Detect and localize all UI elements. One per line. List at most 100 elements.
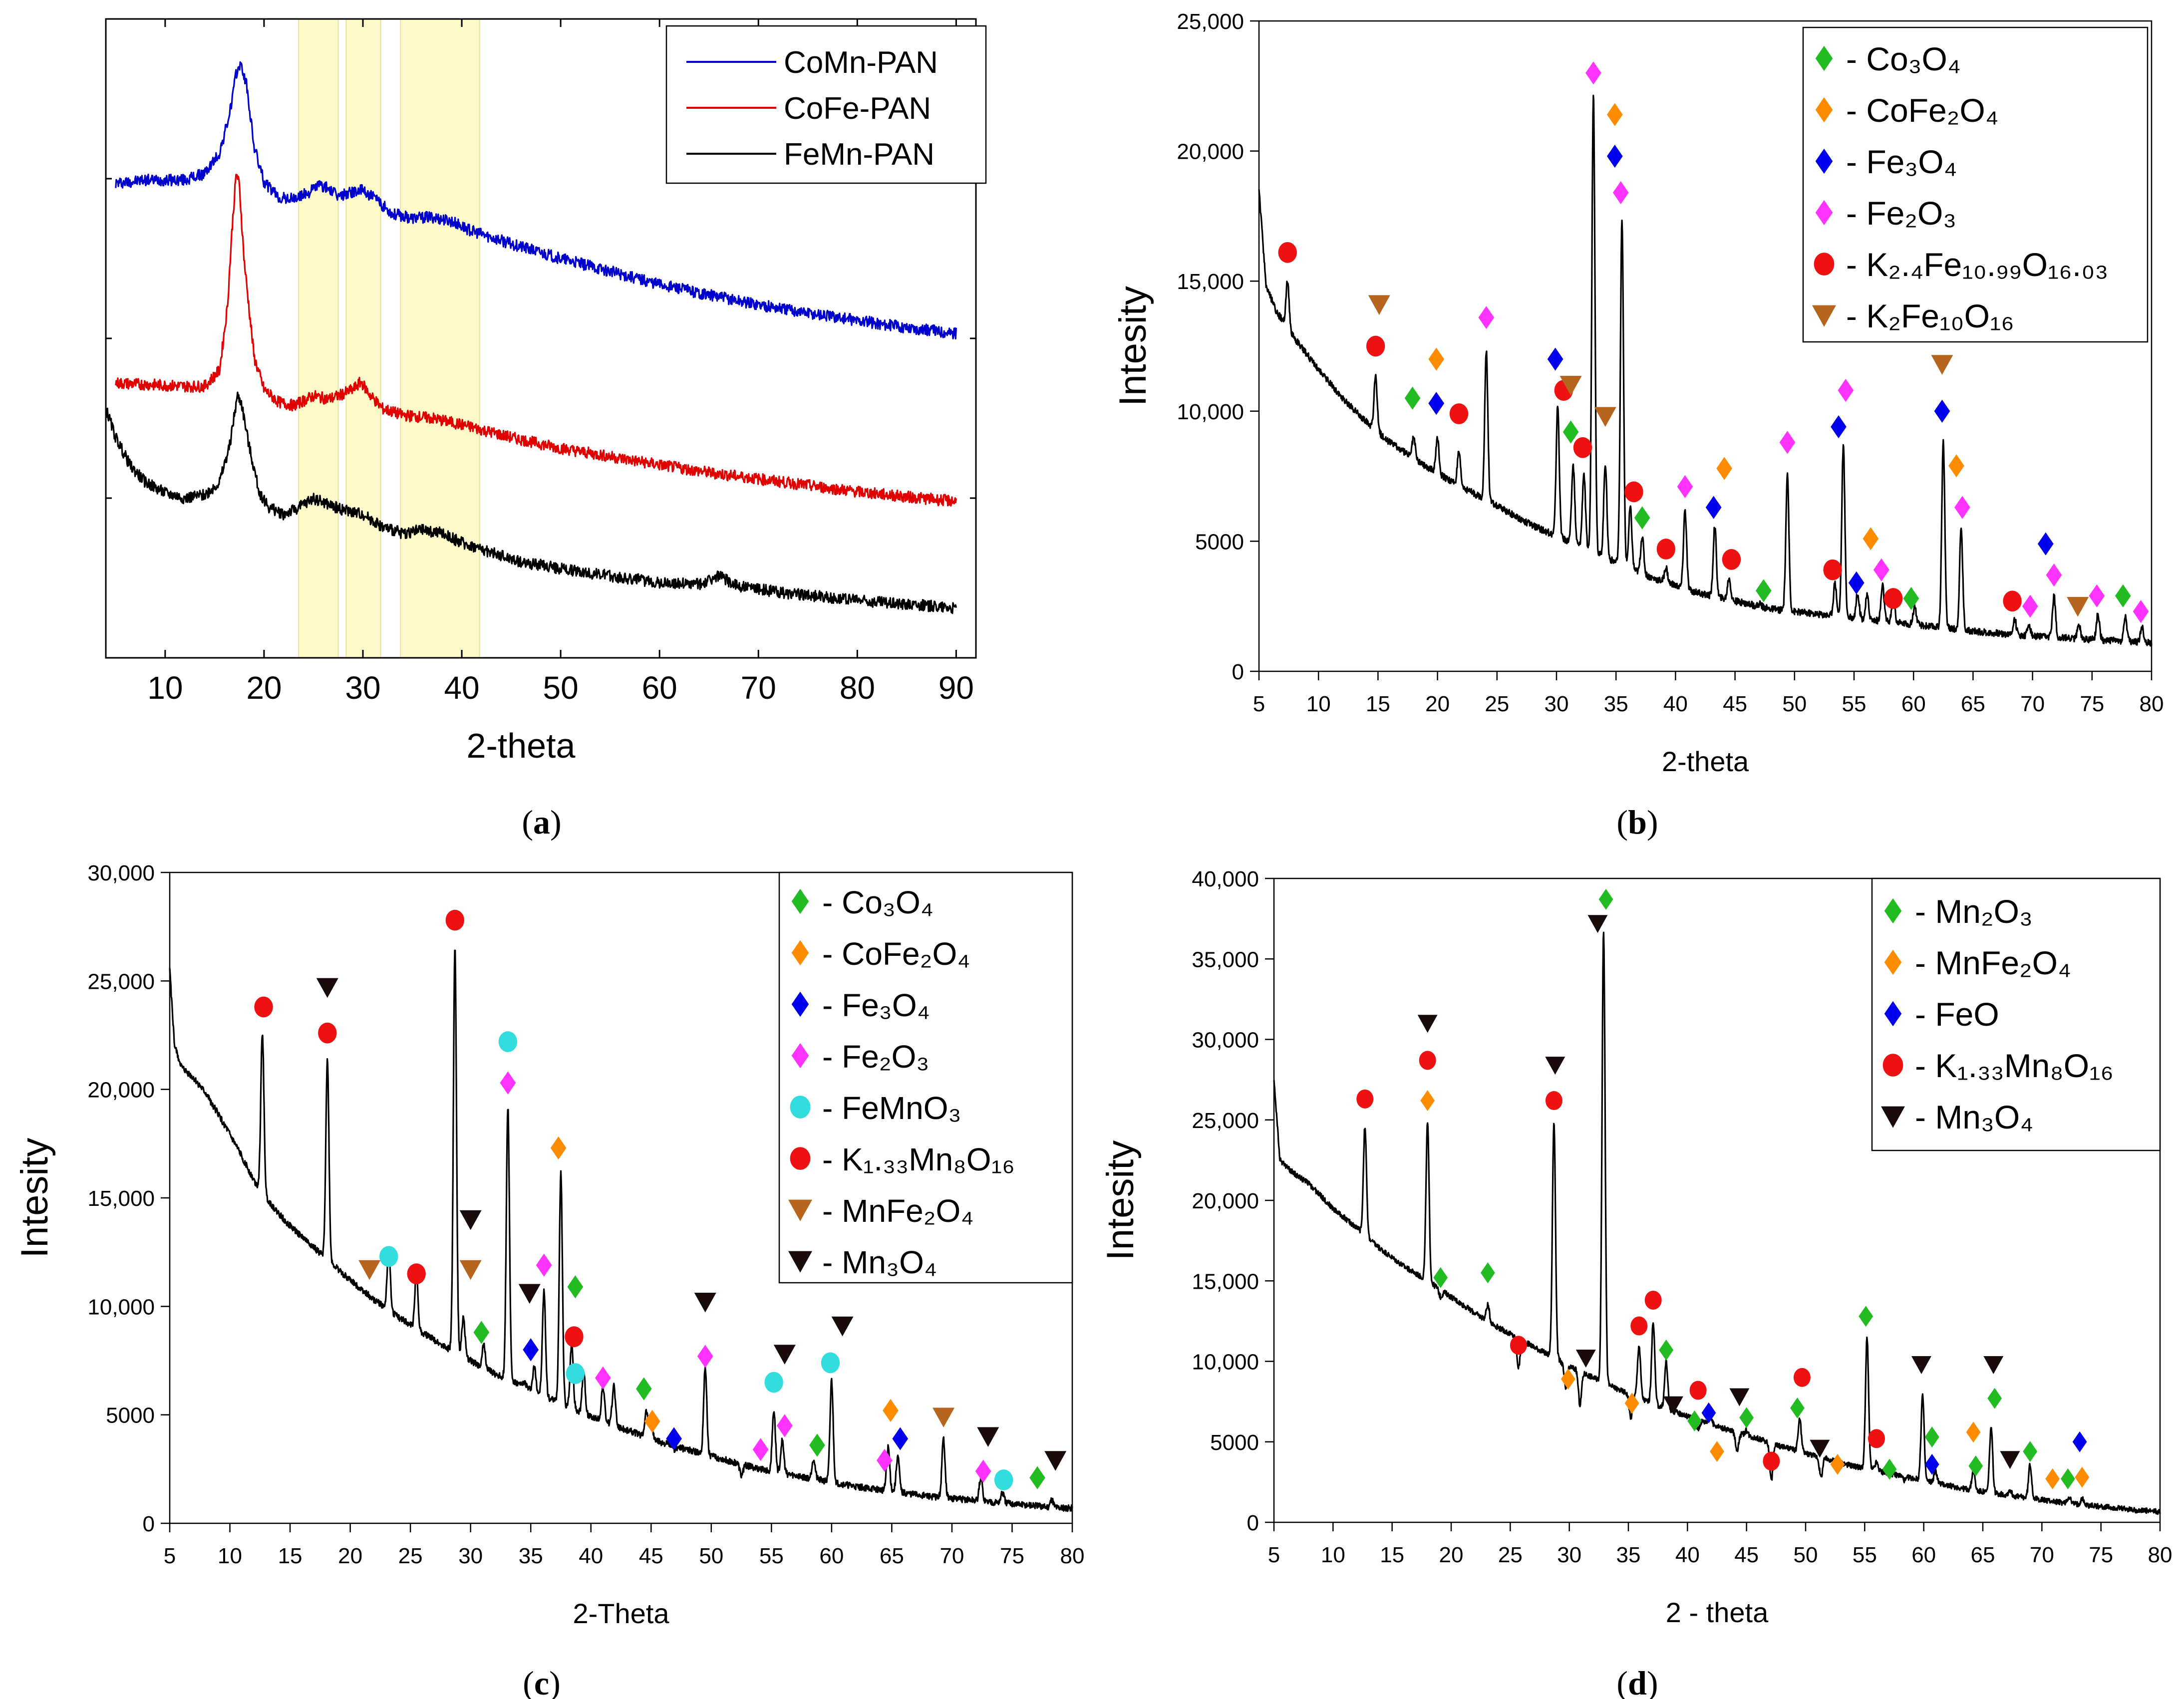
legend-label-4: - FeMnO₃ (822, 1090, 961, 1126)
phase-marker-fe3o4 (1547, 347, 1563, 371)
y-tick-label: 20,000 (1192, 1189, 1259, 1213)
phase-marker-femno3 (764, 1372, 783, 1393)
y-axis-label: Intesity (1099, 1140, 1142, 1261)
y-tick-label: 20,000 (87, 1078, 155, 1103)
legend-label-5: - K₂Fe₁₀O₁₆ (1846, 297, 2014, 334)
phase-marker-co3o4 (1755, 579, 1772, 602)
phase-marker-mnfe2o4 (933, 1408, 955, 1427)
phase-marker-fe2o3 (536, 1253, 552, 1277)
highlight-band (400, 18, 480, 658)
phase-marker-mn3o4 (977, 1427, 999, 1447)
y-tick-label: 0 (1247, 1511, 1259, 1535)
phase-marker-mn2o3 (1433, 1267, 1448, 1288)
phase-marker-fe2o3 (777, 1414, 793, 1437)
legend-label-7: - Mn₃O₄ (822, 1244, 937, 1280)
x-tick-label: 60 (1911, 1543, 1936, 1567)
legend-marker-4 (790, 1096, 811, 1119)
phase-marker-k2-4fe10-99o16-03 (1278, 242, 1297, 263)
phase-marker-fe2o3 (1677, 475, 1693, 499)
legend-marker-1 (1815, 97, 1833, 123)
y-tick-label: 5000 (1195, 530, 1244, 554)
phase-marker-mnfe2o4 (1710, 1441, 1724, 1462)
phase-marker-mn3o4 (1044, 1451, 1067, 1471)
y-tick-label: 5000 (1210, 1430, 1259, 1455)
phase-marker-k1-33mn8o16 (1689, 1381, 1707, 1400)
chart-panel-c: 5 10 15 20 25 30 35 40 45 50 55 60 65 70 75 80 0 5000 10,0… (13, 861, 1084, 1629)
phase-marker-k2fe10o16 (1594, 407, 1616, 427)
phase-marker-fe3o4 (1705, 496, 1722, 519)
legend-label-4: - K₂.₄Fe₁₀.₉₉O₁₆.₀₃ (1846, 246, 2108, 283)
phase-marker-mn3o4 (1911, 1356, 1931, 1374)
x-tick-label: 75 (2089, 1543, 2113, 1567)
x-tick-label: 55 (759, 1544, 784, 1568)
y-tick-label: 40,000 (1192, 867, 1259, 891)
highlight-band (345, 18, 381, 658)
phase-marker-k1-33mn8o16 (1868, 1429, 1885, 1448)
phase-marker-k1-33mn8o16 (565, 1326, 584, 1348)
legend-label-4: - Mn₃O₄ (1915, 1099, 2033, 1135)
x-axis-label: 2-theta (467, 726, 576, 765)
x-tick-label: 15 (1380, 1543, 1404, 1567)
legend-label-6: - MnFe₂O₄ (822, 1193, 973, 1229)
x-tick-label: 15 (278, 1544, 303, 1568)
highlight-band (298, 18, 339, 658)
phase-marker-k2fe10o16 (1560, 375, 1582, 396)
xrd-pattern-line (1273, 931, 2161, 1515)
phase-marker-fe3o4 (523, 1338, 539, 1362)
x-tick-label: 20 (1439, 1543, 1464, 1567)
caption-d: (d) (1616, 1664, 1658, 1699)
y-tick-label: 5000 (106, 1404, 155, 1428)
phase-marker-k2-4fe10-99o16-03 (1656, 539, 1676, 560)
x-tick-label: 80 (1060, 1544, 1085, 1568)
phase-marker-cofe2o4 (1948, 454, 1964, 478)
legend-marker-0 (1815, 45, 1833, 71)
phase-marker-k1-33mn8o16 (1356, 1089, 1374, 1109)
phase-marker-fe3o4 (1606, 144, 1623, 168)
phase-marker-k2fe10o16 (1368, 295, 1390, 315)
phase-marker-co3o4 (1634, 506, 1650, 530)
y-axis-label: Intesity (1112, 286, 1154, 406)
x-axis-label: 2-Theta (573, 1598, 670, 1629)
phase-marker-k1-33mn8o16 (1793, 1368, 1811, 1387)
phase-marker-co3o4 (1562, 420, 1579, 444)
x-tick-label: 25 (1485, 692, 1509, 716)
phase-marker-mn2o3 (1687, 1410, 1702, 1431)
phase-marker-fe3o4 (2037, 532, 2054, 556)
x-tick-label: 15 (1366, 692, 1390, 716)
y-tick-label: 15,000 (1177, 270, 1244, 294)
y-tick-label: 15,000 (1192, 1269, 1259, 1294)
phase-marker-fe2o3 (1779, 431, 1796, 454)
phase-marker-k2-4fe10-99o16-03 (1573, 437, 1592, 458)
x-tick-label: 20 (338, 1544, 362, 1568)
legend-marker-3 (791, 1043, 809, 1069)
phase-marker-k1-33mn8o16 (1630, 1316, 1648, 1336)
y-tick-label: 10,000 (1192, 1350, 1259, 1375)
phase-marker-fe3o4 (1831, 415, 1847, 439)
x-tick-label: 10 (1321, 1543, 1345, 1567)
phase-marker-feo (1701, 1402, 1716, 1423)
caption-b: (b) (1616, 803, 1658, 841)
phase-marker-mn3o4 (773, 1345, 796, 1365)
x-tick-label: 10 (1306, 692, 1331, 716)
x-tick-label: 25 (398, 1544, 423, 1568)
phase-marker-mn3o4 (459, 1210, 482, 1230)
chart-panel-d: 5 10 15 20 25 30 35 40 45 50 55 60 65 70 75 80 0 5000 10,0… (1099, 867, 2172, 1628)
phase-marker-co3o4 (2115, 584, 2131, 607)
phase-marker-mn2o3 (1987, 1388, 2002, 1409)
legend-label-0: - Mn₂O₃ (1915, 893, 2033, 930)
x-tick-label: 35 (1604, 692, 1628, 716)
phase-marker-mn2o3 (2061, 1468, 2075, 1489)
phase-marker-k2fe10o16 (2067, 597, 2089, 617)
phase-marker-co3o4 (809, 1433, 825, 1457)
legend-marker-6 (788, 1199, 812, 1221)
caption-c: (c) (523, 1664, 561, 1699)
x-tick-label: 20 (1425, 692, 1450, 716)
x-tick-label: 10 (147, 670, 183, 706)
phase-marker-mn3o4 (1587, 915, 1608, 933)
legend-label-2: - Fe₃O₄ (822, 987, 930, 1023)
phase-marker-k1-33mn8o16 (254, 996, 273, 1018)
phase-marker-mn3o4 (694, 1292, 716, 1313)
phase-marker-cofe2o4 (644, 1410, 660, 1433)
x-tick-label: 40 (1675, 1543, 1700, 1567)
legend-label-1: - CoFe₂O₄ (1846, 92, 1999, 129)
